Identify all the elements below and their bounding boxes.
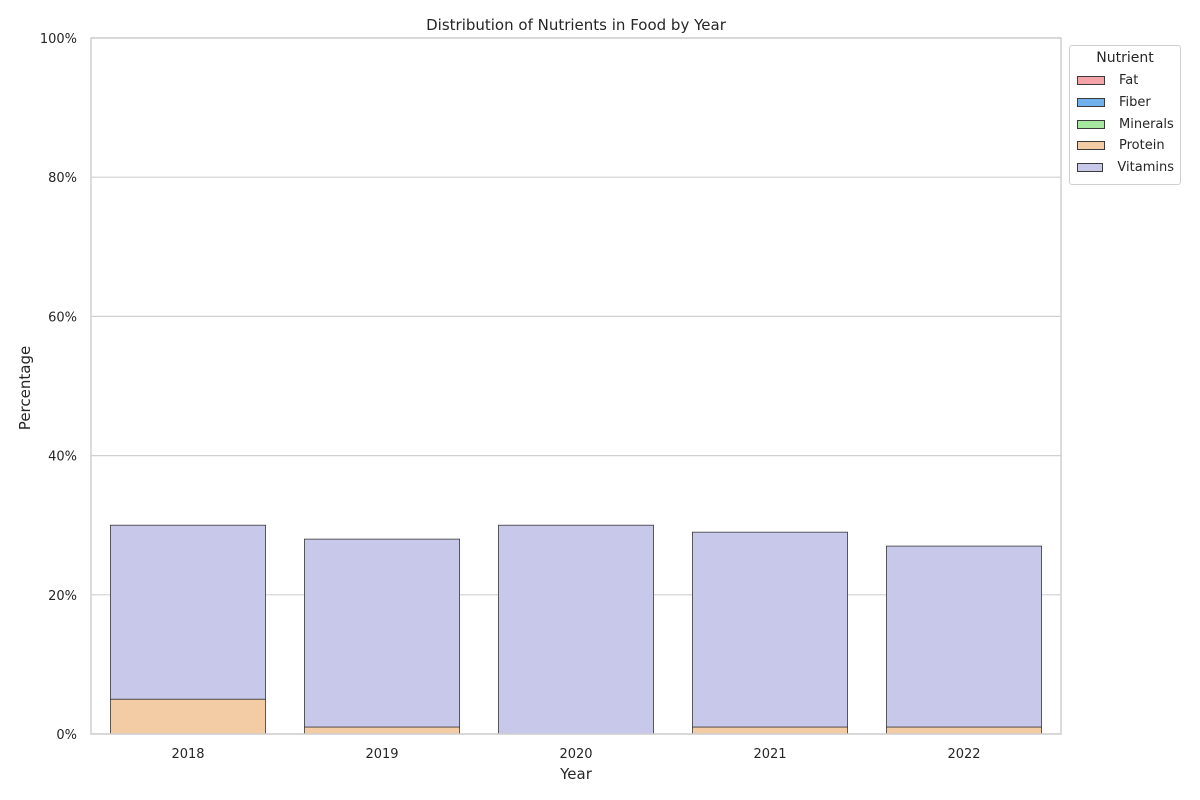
legend-swatch (1077, 98, 1105, 108)
y-tick-labels: 0% 20% 40% 60% 80% 100% (40, 32, 77, 743)
bar-protein-2018 (110, 698, 266, 735)
bar-protein-2021 (692, 726, 849, 735)
y-tick-label: 20% (48, 589, 77, 604)
x-tick-label: 2020 (559, 747, 592, 762)
legend-item-vitamins: Vitamins (1076, 157, 1174, 179)
y-axis-label: Percentage (16, 346, 34, 430)
legend-swatch (1077, 141, 1105, 151)
legend-swatch (1077, 76, 1105, 86)
legend-label: Minerals (1119, 116, 1174, 132)
x-tick-label: 2022 (947, 747, 980, 762)
y-tick-label: 100% (40, 32, 77, 47)
bar-vitamins-2022 (886, 545, 1043, 728)
chart-title: Distribution of Nutrients in Food by Yea… (426, 16, 727, 34)
legend-label: Fat (1119, 73, 1139, 89)
legend-swatch (1077, 119, 1105, 129)
legend-title: Nutrient (1096, 50, 1154, 66)
plot-frame (90, 37, 1062, 735)
legend-swatch (1077, 163, 1104, 173)
bar-vitamins-2020 (497, 524, 654, 735)
y-tick-label: 40% (48, 450, 77, 465)
legend-items: Fat Fiber Minerals Protein Vitamins (1076, 70, 1174, 178)
x-tick-label: 2019 (365, 747, 398, 762)
bar-protein-2019 (303, 726, 460, 735)
y-tick-label: 60% (48, 310, 77, 325)
bars (110, 524, 1043, 735)
legend-label: Protein (1119, 138, 1165, 154)
x-tick-labels: 2018 2019 2020 2021 2022 (171, 747, 980, 762)
legend-item-fiber: Fiber (1076, 92, 1174, 114)
bar-vitamins-2021 (692, 531, 849, 728)
bar-vitamins-2019 (303, 538, 460, 728)
legend-item-protein: Protein (1076, 135, 1174, 157)
bar-protein-2022 (886, 726, 1043, 735)
bar-vitamins-2018 (110, 524, 266, 700)
legend-item-minerals: Minerals (1076, 113, 1174, 135)
y-tick-label: 0% (56, 728, 77, 743)
legend: Nutrient Fat Fiber Minerals Protein Vitamins (1069, 45, 1181, 186)
x-tick-label: 2021 (753, 747, 786, 762)
legend-label: Vitamins (1117, 160, 1174, 176)
x-tick-label: 2018 (171, 747, 204, 762)
y-tick-label: 80% (48, 171, 77, 186)
legend-label: Fiber (1119, 95, 1151, 111)
x-axis-label: Year (559, 765, 593, 783)
legend-item-fat: Fat (1076, 70, 1174, 92)
